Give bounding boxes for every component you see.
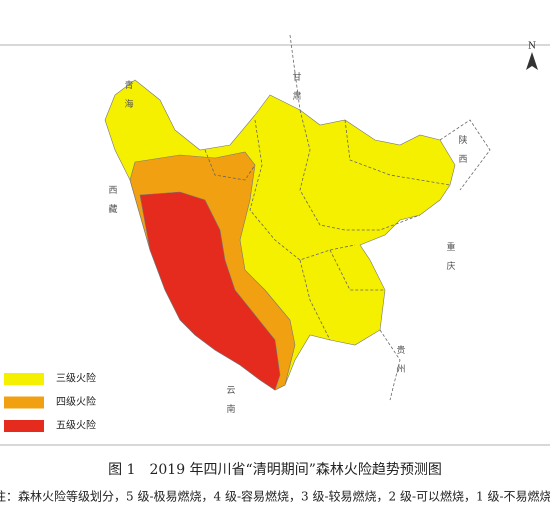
legend-swatch: [4, 396, 44, 409]
neighbor-label: 陕西: [457, 134, 468, 173]
neighbor-label: 云南: [225, 385, 236, 423]
legend-label: 五级火险: [56, 419, 96, 432]
legend-label: 四级火险: [56, 395, 96, 408]
legend-swatch: [4, 420, 44, 432]
neighbor-label: 西藏: [107, 185, 118, 223]
fire-risk-regions: [104, 79, 456, 391]
figure-caption: 图 1 2019 年四川省“清明期间”森林火险趋势预测图: [108, 462, 442, 478]
neighbor-label: 青海: [123, 79, 134, 118]
neighbor-label: 贵州: [395, 344, 406, 383]
legend-swatch: [4, 373, 44, 385]
county-borders: [204, 34, 491, 401]
risk-region: [139, 191, 281, 391]
neighbor-label: 重庆: [445, 241, 456, 280]
neighbor-label: 甘肃: [291, 71, 302, 110]
north-arrow: N: [526, 42, 538, 70]
figure-note: 注：森林火险等级划分，5 级-极易燃烧，4 级-容易燃烧，3 级-较易燃烧，2 …: [0, 489, 550, 504]
legend-label: 三级火险: [56, 372, 96, 385]
north-label: N: [528, 42, 536, 52]
